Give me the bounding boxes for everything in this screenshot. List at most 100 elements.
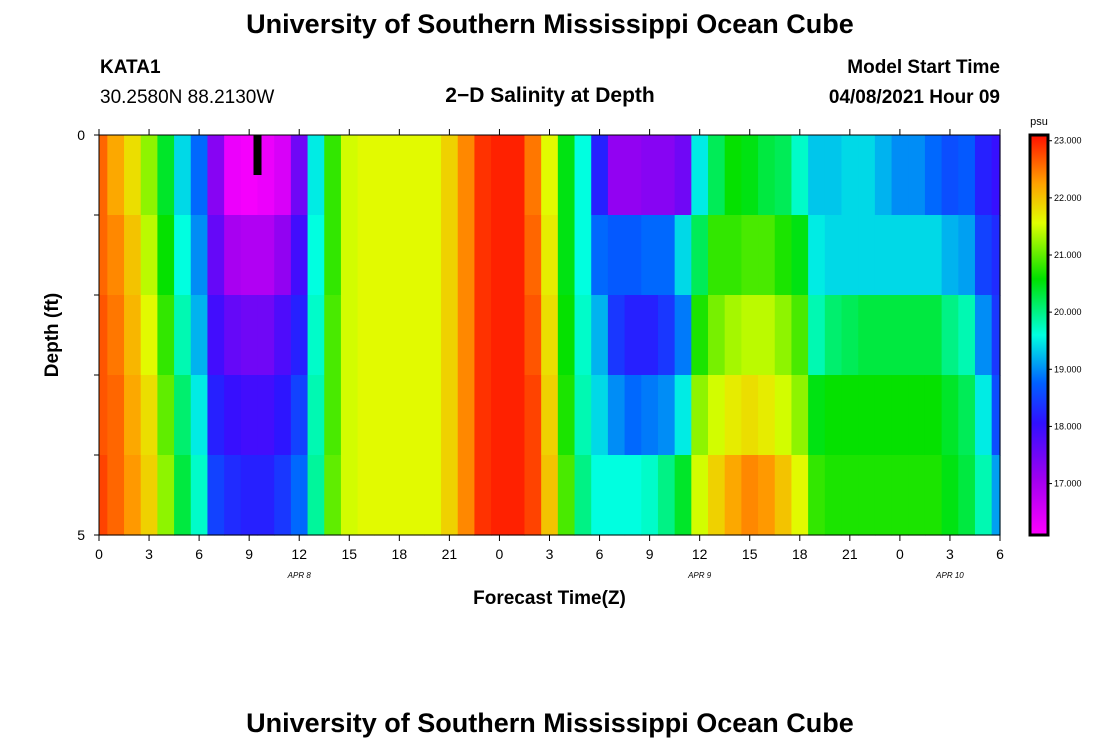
heatmap-cell [591, 295, 609, 376]
heatmap-cell [390, 375, 409, 456]
heatmap-cell [324, 135, 342, 216]
heatmap-cell [674, 295, 692, 376]
heatmap-cell [524, 295, 542, 376]
heatmap-cell [941, 295, 959, 376]
heatmap-cell [741, 135, 759, 216]
heatmap-cell [891, 215, 909, 296]
x-tick-label: 6 [996, 546, 1004, 562]
heatmap-cell [207, 375, 225, 456]
heatmap-cell [424, 135, 442, 216]
heatmap-cell [307, 135, 325, 216]
date-labels: APR 8 APR 9 APR 10 [287, 571, 965, 580]
heatmap-cell [841, 135, 859, 216]
heatmap-cell [991, 215, 1001, 296]
x-tick-label: 9 [646, 546, 654, 562]
heatmap-cell [157, 215, 175, 296]
heatmap-cell [107, 295, 125, 376]
heatmap-cell [290, 375, 309, 456]
heatmap-cell [708, 375, 726, 456]
heatmap-cell [274, 215, 292, 296]
heatmap-cell [891, 135, 909, 216]
heatmap-cell [808, 455, 826, 536]
heatmap-cell [224, 215, 242, 296]
y-tick-label: 0 [77, 127, 85, 143]
colorbar-tick-label: 22.000 [1054, 193, 1082, 203]
heatmap-cell [941, 215, 959, 296]
heatmap-cell [991, 375, 1001, 456]
heatmap-cell [574, 215, 592, 296]
x-tick-label: 9 [245, 546, 253, 562]
heatmap-cell [457, 135, 476, 216]
x-tick-label: 12 [692, 546, 708, 562]
heatmap-cell [824, 375, 843, 456]
heatmap-cell [491, 135, 509, 216]
heatmap-cell [507, 295, 526, 376]
heatmap-cell [240, 295, 259, 376]
heatmap-cell [224, 455, 242, 536]
heatmap-cell [157, 455, 175, 536]
heatmap-cell [190, 135, 209, 216]
heatmap-cell [441, 215, 459, 296]
heatmap-cell [908, 135, 926, 216]
x-axis-label: Forecast Time(Z) [473, 588, 626, 609]
heatmap-cell [607, 375, 626, 456]
heatmap-cell [99, 295, 108, 376]
y-axis-label: Depth (ft) [42, 293, 63, 377]
model-start-label: Model Start Time [847, 57, 1000, 78]
heatmap-cell [641, 215, 659, 296]
x-tick-label: 0 [496, 546, 504, 562]
heatmap-cell [974, 375, 993, 456]
heatmap-cell [324, 455, 342, 536]
heatmap-cell [574, 295, 592, 376]
heatmap-cell [124, 455, 142, 536]
heatmap-cell [374, 375, 392, 456]
heatmap-cell [708, 295, 726, 376]
heatmap-cell [290, 295, 309, 376]
heatmap-cell [407, 455, 425, 536]
heatmap-cell [424, 295, 442, 376]
heatmap-cell [107, 455, 125, 536]
heatmap-cell [107, 135, 125, 216]
heatmap-cell [691, 455, 709, 536]
heatmap-cell [557, 135, 576, 216]
heatmap-cell [224, 295, 242, 376]
heatmap-cell [274, 375, 292, 456]
heatmap-cell [274, 135, 292, 216]
heatmap-cell [591, 455, 609, 536]
heatmap-cell [390, 215, 409, 296]
heatmap-cell [758, 295, 776, 376]
heatmap-cell [624, 455, 642, 536]
heatmap-cell [958, 295, 976, 376]
heatmap-cell [541, 455, 559, 536]
heatmap-cell [791, 295, 809, 376]
current-time-marker [253, 135, 262, 175]
heatmap-cell [140, 295, 158, 376]
heatmap-cell [424, 215, 442, 296]
heatmap-cell [941, 135, 959, 216]
heatmap-cell [357, 215, 375, 296]
heatmap-cell [157, 375, 175, 456]
heatmap-cell [741, 455, 759, 536]
heatmap-cell [140, 455, 158, 536]
date-label: APR 8 [287, 571, 312, 580]
heatmap-cell [758, 135, 776, 216]
heatmap-cell [307, 455, 325, 536]
heatmap-cell [841, 295, 859, 376]
heatmap-cell [207, 455, 225, 536]
heatmap-cell [741, 375, 759, 456]
heatmap-cell [257, 215, 275, 296]
heatmap-cell [174, 135, 192, 216]
heatmap-cell [824, 295, 843, 376]
heatmap-cell [641, 455, 659, 536]
heatmap-cell [541, 295, 559, 376]
y-tick-label: 5 [77, 527, 85, 543]
heatmap-cell [991, 135, 1001, 216]
heatmap-cell [591, 375, 609, 456]
heatmap-cell [908, 455, 926, 536]
heatmap-cell [524, 455, 542, 536]
heatmap-cell [924, 375, 943, 456]
heatmap-cell [691, 375, 709, 456]
heatmap-cell [974, 215, 993, 296]
heatmap-cell [858, 215, 876, 296]
heatmap-cell [424, 375, 442, 456]
